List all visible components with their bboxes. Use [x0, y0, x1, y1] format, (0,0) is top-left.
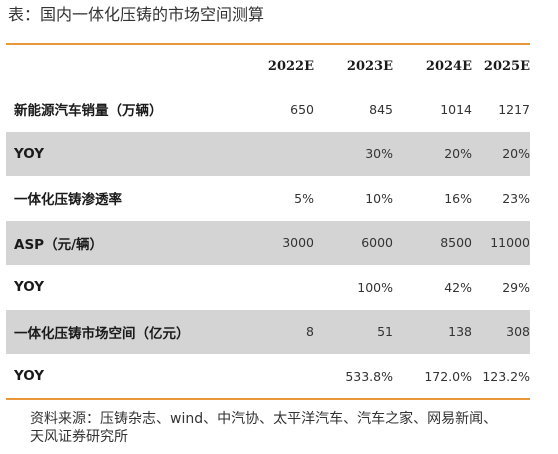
- cell-value: 308: [472, 309, 530, 354]
- source-note: 资料来源：压铸杂志、wind、中汽协、太平洋汽车、汽车之家、网易新闻、天风证券研…: [30, 411, 498, 445]
- cell-value: 16%: [444, 190, 472, 206]
- cell-value: 23%: [502, 190, 530, 206]
- cell-value: 8: [246, 309, 314, 354]
- cell-value: 138: [393, 309, 472, 354]
- row-market-size: 一体化压铸市场空间（亿元） 8 51 138 308: [6, 309, 530, 354]
- cell-value: 51: [314, 309, 393, 354]
- cell-value: 845: [369, 101, 393, 117]
- cell-value: [246, 354, 314, 399]
- row-label: 一体化压铸市场空间（亿元）: [6, 309, 246, 354]
- cell-value: 29%: [502, 279, 530, 295]
- cell-value: 30%: [314, 131, 393, 176]
- row-ev-sales: 新能源汽车销量（万辆） 650 845 1014 1217: [6, 87, 530, 132]
- cell-value: 10%: [365, 190, 393, 206]
- row-asp: ASP（元/辆） 3000 6000 8500 11000: [6, 220, 530, 265]
- row-label: ASP（元/辆）: [6, 220, 246, 265]
- table-title: 表：国内一体化压铸的市场空间测算: [8, 5, 265, 24]
- cell-value: 42%: [444, 279, 472, 295]
- cell-value: 650: [290, 101, 314, 117]
- cell-value: 11000: [472, 220, 530, 265]
- cell-value: 5%: [294, 190, 314, 206]
- row-asp-yoy: YOY 100% 42% 29%: [6, 265, 530, 310]
- cell-value: 100%: [357, 279, 393, 295]
- header-2022e: 2022E: [267, 58, 314, 74]
- cell-value: [246, 131, 314, 176]
- row-ev-sales-yoy: YOY 30% 20% 20%: [6, 131, 530, 176]
- cell-value: 6000: [314, 220, 393, 265]
- bottom-rule: [6, 398, 530, 400]
- cell-value: 1217: [498, 101, 530, 117]
- top-rule: [6, 43, 530, 45]
- cell-value: 3000: [246, 220, 314, 265]
- cell-value: 533.8%: [345, 368, 393, 384]
- row-penetration: 一体化压铸渗透率 5% 10% 16% 23%: [6, 176, 530, 221]
- cell-value: 20%: [393, 131, 472, 176]
- row-label: YOY: [14, 279, 45, 296]
- header-corner: [6, 45, 246, 87]
- cell-value: 1014: [440, 101, 472, 117]
- cell-value: 123.2%: [482, 368, 530, 384]
- row-label: YOY: [6, 131, 246, 176]
- row-label: 新能源汽车销量（万辆）: [14, 103, 163, 120]
- row-market-size-yoy: YOY 533.8% 172.0% 123.2%: [6, 354, 530, 399]
- header-2023e: 2023E: [346, 58, 393, 74]
- market-estimate-table: 2022E 2023E 2024E 2025E 新能源汽车销量（万辆） 650 …: [6, 45, 530, 399]
- row-label: YOY: [14, 368, 45, 385]
- cell-value: 172.0%: [424, 368, 472, 384]
- header-row: 2022E 2023E 2024E 2025E: [6, 45, 530, 87]
- row-label: 一体化压铸渗透率: [14, 192, 122, 209]
- header-2025e: 2025E: [483, 58, 530, 74]
- cell-value: 20%: [472, 131, 530, 176]
- header-2024e: 2024E: [425, 58, 472, 74]
- cell-value: [246, 265, 314, 310]
- cell-value: 8500: [393, 220, 472, 265]
